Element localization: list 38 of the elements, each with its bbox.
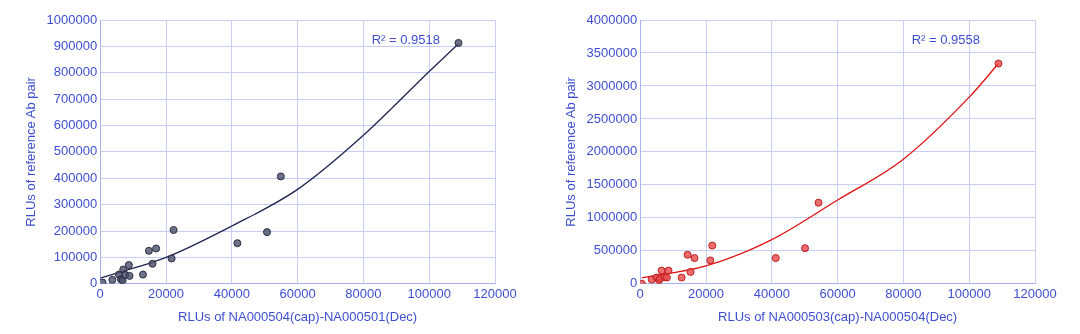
y-tick-label: 200000 bbox=[53, 222, 98, 238]
x-tick-label: 100000 bbox=[947, 286, 991, 302]
y-tick-label: 100000 bbox=[53, 249, 98, 264]
x-tick-label: 80000 bbox=[345, 286, 382, 302]
y-tick-label: 1000000 bbox=[586, 209, 638, 225]
y-tick-label: 600000 bbox=[53, 117, 98, 133]
x-tick-label: 20000 bbox=[147, 286, 185, 302]
y-tick-label: 700000 bbox=[53, 90, 98, 106]
x-tick-label: 40000 bbox=[213, 286, 250, 302]
y-tick-label: 500000 bbox=[593, 242, 638, 258]
y-tick-label: 2000000 bbox=[586, 143, 638, 159]
x-tick-label: 60000 bbox=[279, 286, 316, 302]
x-tick-label: 120000 bbox=[473, 286, 517, 302]
y-tick-label: 900000 bbox=[53, 37, 98, 53]
y-tick-label: 3000000 bbox=[586, 77, 638, 93]
x-tick-label: 40000 bbox=[753, 286, 790, 302]
y-tick-label: 300000 bbox=[53, 196, 98, 212]
x-tick-label: 60000 bbox=[819, 286, 856, 302]
y-tick-label: 2500000 bbox=[586, 110, 638, 126]
x-tick-label: 100000 bbox=[407, 286, 451, 302]
x-tick-label: 120000 bbox=[1013, 286, 1057, 302]
annotation: R² = 0.9518 bbox=[371, 31, 440, 47]
x-axis-title: RLUs of NA000504(cap)-NA000501(Dec) bbox=[178, 308, 418, 324]
y-axis-title: RLUs of reference Ab pair bbox=[563, 76, 579, 227]
x-axis-title: RLUs of NA000503(cap)-NA000504(Dec) bbox=[718, 308, 958, 324]
x-tick-label: 80000 bbox=[885, 286, 922, 302]
y-tick-label: 3500000 bbox=[586, 44, 638, 60]
y-tick-label: 400000 bbox=[53, 169, 98, 185]
y-tick-label: 500000 bbox=[53, 143, 98, 159]
y-tick-label: 0 bbox=[89, 275, 98, 291]
y-tick-label: 0 bbox=[629, 275, 638, 291]
y-axis-title: RLUs of reference Ab pair bbox=[23, 76, 39, 227]
y-tick-label: 4000000 bbox=[586, 11, 638, 27]
y-tick-label: 800000 bbox=[53, 64, 98, 80]
x-tick-label: 20000 bbox=[687, 286, 725, 302]
annotation: R² = 0.9558 bbox=[911, 31, 980, 47]
y-tick-label: 1000000 bbox=[46, 11, 98, 27]
y-tick-label: 1500000 bbox=[586, 176, 638, 192]
